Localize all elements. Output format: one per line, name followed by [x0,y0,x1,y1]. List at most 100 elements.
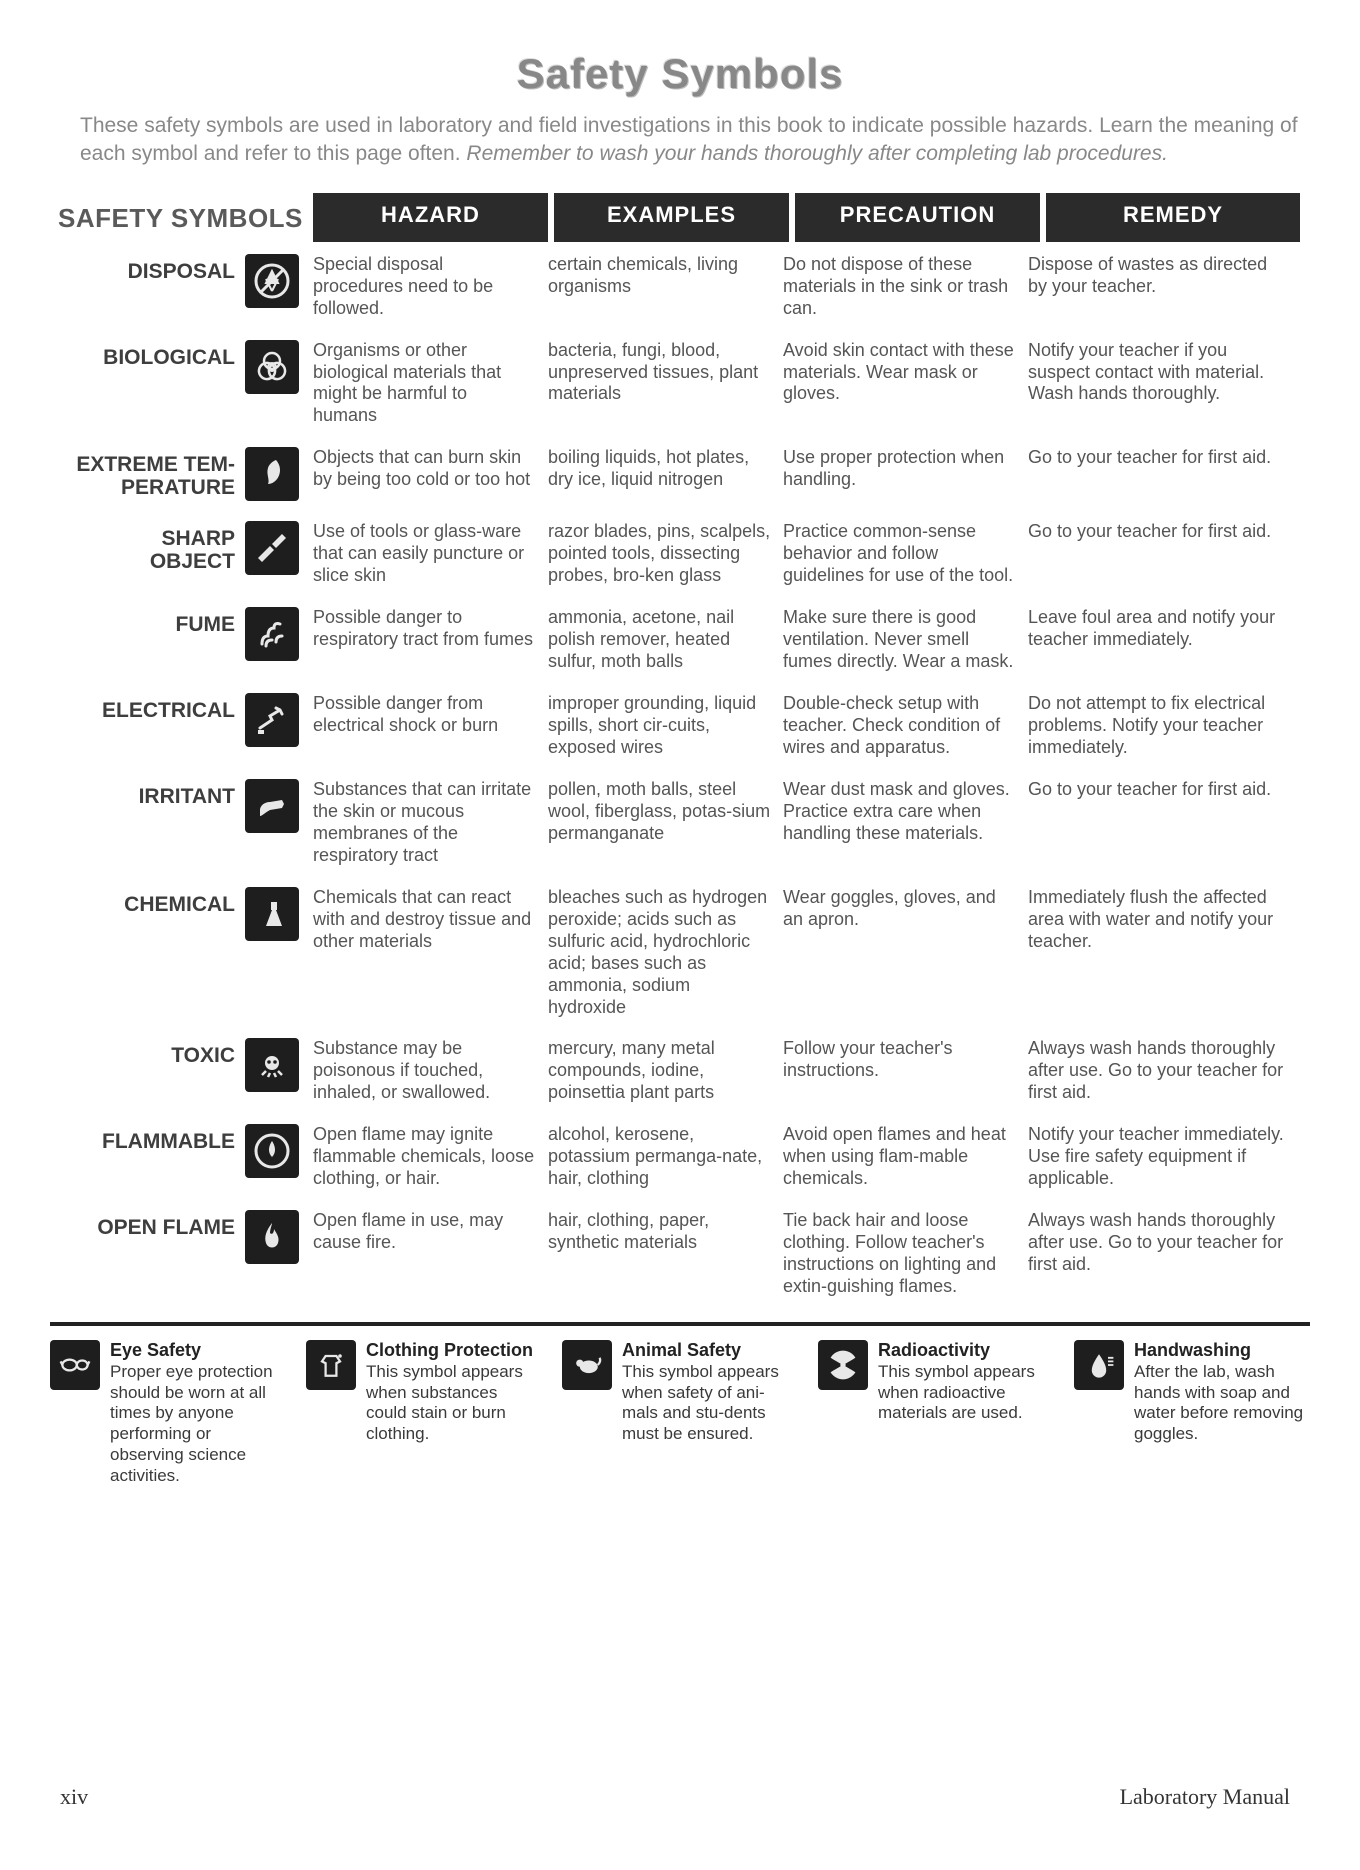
examples-text: bacteria, fungi, blood, unpreserved tiss… [548,340,783,406]
remedy-text: Notify your teacher if you suspect conta… [1028,340,1300,406]
hazard-text: Objects that can burn skin by being too … [313,447,548,491]
header-examples: EXAMPLES [554,193,789,242]
header-hazard: HAZARD [313,193,548,242]
examples-text: ammonia, acetone, nail polish remover, h… [548,607,783,673]
precaution-text: Practice common-sense behavior and follo… [783,521,1028,587]
examples-text: improper grounding, liquid spills, short… [548,693,783,759]
examples-text: pollen, moth balls, steel wool, fibergla… [548,779,783,845]
row-label: ELECTRICAL [102,693,235,722]
bottom-item: Animal SafetyThis symbol appears when sa… [562,1340,798,1486]
examples-text: mercury, many metal compounds, iodine, p… [548,1038,783,1104]
precaution-text: Wear goggles, gloves, and an apron. [783,887,1028,931]
table-row: SHARPOBJECT Use of tools or glass-ware th… [58,515,1300,601]
bottom-icon [50,1340,100,1390]
symbol-icon [245,1210,299,1264]
bottom-icon [818,1340,868,1390]
intro-b: Remember to wash your hands thoroughly a… [466,142,1168,165]
hazard-text: Special disposal procedures need to be f… [313,254,548,320]
header-label: SAFETY SYMBOLS [58,193,313,242]
symbol-icon [245,1124,299,1178]
remedy-text: Go to your teacher for first aid. [1028,521,1300,543]
bottom-item: RadioactivityThis symbol appears when ra… [818,1340,1054,1486]
safety-table: SAFETY SYMBOLS HAZARD EXAMPLES PRECAUTIO… [58,193,1300,1312]
symbol-icon [245,254,299,308]
table-row: TOXIC Substance may be poisonous if touch… [58,1032,1300,1118]
precaution-text: Avoid skin contact with these materials.… [783,340,1028,406]
bottom-icon [306,1340,356,1390]
table-row: FUMEPossible danger to respiratory tract… [58,601,1300,687]
table-row: EXTREME TEM-PERATURE Objects that can bur… [58,441,1300,515]
remedy-text: Dispose of wastes as directed by your te… [1028,254,1300,298]
hazard-text: Substance may be poisonous if touched, i… [313,1038,548,1104]
bottom-text: RadioactivityThis symbol appears when ra… [878,1340,1054,1486]
row-label: FLAMMABLE [102,1124,235,1153]
row-label: CHEMICAL [124,887,235,916]
row-label: EXTREME TEM-PERATURE [76,447,235,499]
hazard-text: Substances that can irritate the skin or… [313,779,548,867]
hazard-text: Organisms or other biological materials … [313,340,548,428]
symbol-icon [245,1038,299,1092]
hazard-text: Open flame in use, may cause fire. [313,1210,548,1254]
remedy-text: Immediately flush the affected area with… [1028,887,1300,953]
row-label: TOXIC [171,1038,235,1067]
symbol-icon [245,607,299,661]
table-row: DISPOSAL Special disposal procedures need… [58,248,1300,334]
page-title: Safety Symbols [50,50,1310,98]
symbol-icon [245,447,299,501]
remedy-text: Go to your teacher for first aid. [1028,779,1300,801]
precaution-text: Wear dust mask and gloves. Practice extr… [783,779,1028,845]
page-footer: xiv Laboratory Manual [60,1784,1290,1810]
bottom-text: Eye SafetyProper eye protection should b… [110,1340,286,1486]
hazard-text: Open flame may ignite flammable chemical… [313,1124,548,1190]
table-row: IRRITANT Substances that can irritate the… [58,773,1300,881]
precaution-text: Avoid open flames and heat when using fl… [783,1124,1028,1190]
symbol-icon [245,521,299,575]
table-row: FLAMMABLE Open flame may ignite flammable… [58,1118,1300,1204]
bottom-text: Clothing ProtectionThis symbol appears w… [366,1340,542,1486]
symbol-icon [245,779,299,833]
hazard-text: Use of tools or glass-ware that can easi… [313,521,548,587]
table-row: OPEN FLAMEOpen flame in use, may cause f… [58,1204,1300,1312]
footer-source: Laboratory Manual [1120,1784,1290,1810]
examples-text: razor blades, pins, scalpels, pointed to… [548,521,783,587]
symbol-icon [245,340,299,394]
precaution-text: Follow your teacher's instructions. [783,1038,1028,1082]
examples-text: boiling liquids, hot plates, dry ice, li… [548,447,783,491]
precaution-text: Tie back hair and loose clothing. Follow… [783,1210,1028,1298]
precaution-text: Make sure there is good ventilation. Nev… [783,607,1028,673]
precaution-text: Double-check setup with teacher. Check c… [783,693,1028,759]
bottom-item: Eye SafetyProper eye protection should b… [50,1340,286,1486]
bottom-icon [562,1340,612,1390]
table-row: BIOLOGICAL Organisms or other biological … [58,334,1300,442]
examples-text: bleaches such as hydrogen peroxide; acid… [548,887,783,1019]
precaution-text: Use proper protection when handling. [783,447,1028,491]
remedy-text: Notify your teacher immediately. Use fir… [1028,1124,1300,1190]
row-label: IRRITANT [139,779,235,808]
examples-text: alcohol, kerosene, potassium permanga-na… [548,1124,783,1190]
bottom-text: HandwashingAfter the lab, wash hands wit… [1134,1340,1310,1486]
bottom-item: Clothing ProtectionThis symbol appears w… [306,1340,542,1486]
hazard-text: Chemicals that can react with and destro… [313,887,548,953]
table-row: CHEMICAL Chemicals that can react with an… [58,881,1300,1033]
examples-text: certain chemicals, living organisms [548,254,783,298]
header-precaution: PRECAUTION [795,193,1040,242]
bottom-icon [1074,1340,1124,1390]
header-row: SAFETY SYMBOLS HAZARD EXAMPLES PRECAUTIO… [58,193,1300,242]
symbol-icon [245,887,299,941]
header-remedy: REMEDY [1046,193,1300,242]
bottom-symbols: Eye SafetyProper eye protection should b… [50,1322,1310,1486]
table-row: ELECTRICAL Possible danger from electrica… [58,687,1300,773]
row-label: FUME [176,607,236,636]
bottom-item: HandwashingAfter the lab, wash hands wit… [1074,1340,1310,1486]
row-label: BIOLOGICAL [103,340,235,369]
intro-text: These safety symbols are used in laborat… [80,112,1300,169]
examples-text: hair, clothing, paper, synthetic materia… [548,1210,783,1254]
remedy-text: Go to your teacher for first aid. [1028,447,1300,469]
symbol-icon [245,693,299,747]
bottom-text: Animal SafetyThis symbol appears when sa… [622,1340,798,1486]
remedy-text: Always wash hands thoroughly after use. … [1028,1038,1300,1104]
hazard-text: Possible danger from electrical shock or… [313,693,548,737]
row-label: DISPOSAL [128,254,235,283]
row-label: SHARPOBJECT [150,521,235,573]
page-number: xiv [60,1784,88,1810]
